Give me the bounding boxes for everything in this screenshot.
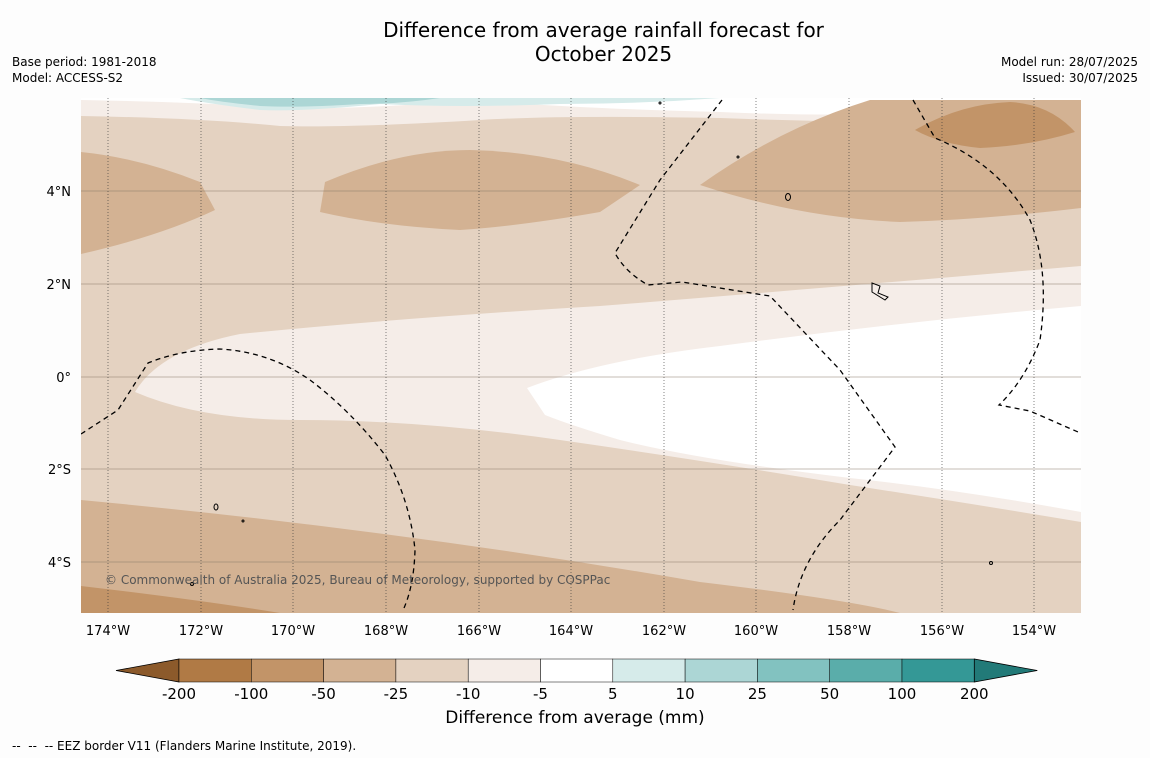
lon-label: 168°W xyxy=(364,624,408,639)
colorbar-tick-label: 10 xyxy=(676,685,695,700)
model-name: Model: ACCESS-S2 xyxy=(12,71,124,85)
colorbar-extend-low xyxy=(115,658,180,683)
island-6 xyxy=(658,101,662,105)
lat-labels: 4°N 2°N 0° 2°S 4°S xyxy=(47,185,72,571)
issued-date: Issued: 30/07/2025 xyxy=(1022,71,1138,85)
colorbar-segment xyxy=(323,658,397,683)
colorbar-segment xyxy=(467,658,541,683)
eez-border-west xyxy=(81,348,416,609)
colorbar-segment xyxy=(901,658,975,683)
lat-label: 0° xyxy=(56,371,71,386)
map-fills xyxy=(81,98,1081,613)
lat-gridlines xyxy=(81,190,1081,563)
title-line-1: Difference from average rainfall forecas… xyxy=(383,18,824,42)
lon-label: 164°W xyxy=(549,624,593,639)
colorbar-segment xyxy=(178,658,252,683)
colorbar-tick-label: 5 xyxy=(608,685,618,700)
lon-label: 162°W xyxy=(642,624,686,639)
colorbar-segment xyxy=(829,658,903,683)
lon-label: 160°W xyxy=(734,624,778,639)
colorbar-tick-label: 200 xyxy=(960,685,989,700)
lat-label: 4°N xyxy=(47,185,72,200)
eez-footnote: -- -- -- EEZ border V11 (Flanders Marine… xyxy=(12,739,357,753)
eez-border-central xyxy=(614,99,896,611)
lon-label: 156°W xyxy=(920,624,964,639)
colorbar-tick-label: 100 xyxy=(888,685,917,700)
map-title: Difference from average rainfall forecas… xyxy=(0,18,1150,66)
model-run: Model run: 28/07/2025 xyxy=(1000,55,1138,69)
title-line-2: October 2025 xyxy=(534,42,673,66)
lon-label: 172°W xyxy=(179,624,223,639)
island-3 xyxy=(213,503,219,511)
colorbar-tick-label: 25 xyxy=(748,685,767,700)
island-8 xyxy=(190,582,194,586)
fill-patch-west xyxy=(81,152,215,254)
rainfall-map: 4°N 2°N 0° 2°S 4°S 174°W 172°W 170°W 168… xyxy=(47,98,1081,700)
lon-label: 154°W xyxy=(1012,624,1056,639)
colorbar-segment xyxy=(757,658,830,683)
colorbar-segment xyxy=(251,658,324,683)
colorbar-segment xyxy=(684,658,758,683)
island-4 xyxy=(241,519,245,523)
fill-south-band xyxy=(81,500,900,613)
lat-label: 2°N xyxy=(47,278,72,293)
island-2 xyxy=(871,282,889,301)
colorbar-tick-label: -10 xyxy=(456,685,481,700)
copyright-notice: © Commonwealth of Australia 2025, Bureau… xyxy=(105,573,610,587)
island-5 xyxy=(736,155,740,159)
eez-borders xyxy=(81,99,1079,611)
meta-left: Base period: 1981-2018 Model: ACCESS-S2 xyxy=(12,54,157,86)
fill-equatorial-white xyxy=(527,306,1081,512)
eez-border-east xyxy=(912,99,1079,433)
lat-label: 2°S xyxy=(48,463,71,478)
colorbar-tick-label: -200 xyxy=(162,685,196,700)
colorbar-tick-label: 50 xyxy=(820,685,839,700)
colorbar-tick-label: -50 xyxy=(311,685,336,700)
lat-label: 4°S xyxy=(48,556,71,571)
island-7 xyxy=(989,561,993,565)
colorbar-tick-label: -100 xyxy=(234,685,268,700)
colorbar-segment xyxy=(612,658,686,683)
colorbar-label: Difference from average (mm) xyxy=(445,708,705,728)
fill-patch-central xyxy=(320,150,640,230)
islands xyxy=(190,101,993,586)
colorbar-tick-label: -25 xyxy=(384,685,409,700)
colorbar-tick-label: -5 xyxy=(533,685,548,700)
colorbar-segment xyxy=(540,658,614,683)
lon-gridlines xyxy=(107,98,1035,613)
lon-label: 158°W xyxy=(827,624,871,639)
base-period: Base period: 1981-2018 xyxy=(12,55,157,69)
island-1 xyxy=(785,193,791,201)
colorbar-extend-high xyxy=(973,658,1038,683)
lon-label: 174°W xyxy=(86,624,130,639)
colorbar-segment xyxy=(395,658,469,683)
lon-label: 166°W xyxy=(457,624,501,639)
lon-labels: 174°W 172°W 170°W 168°W 166°W 164°W 162°… xyxy=(86,624,1056,639)
fill-patch-east-dark xyxy=(915,102,1075,148)
fill-south-band-dark xyxy=(81,586,280,613)
colorbar: -200 -100 -50 -25 -10 -5 5 10 25 50 100 200 xyxy=(115,658,1038,700)
lon-label: 170°W xyxy=(271,624,315,639)
fill-band-top-wet-2 xyxy=(200,98,440,107)
meta-right: Model run: 28/07/2025 Issued: 30/07/2025 xyxy=(1001,54,1138,86)
